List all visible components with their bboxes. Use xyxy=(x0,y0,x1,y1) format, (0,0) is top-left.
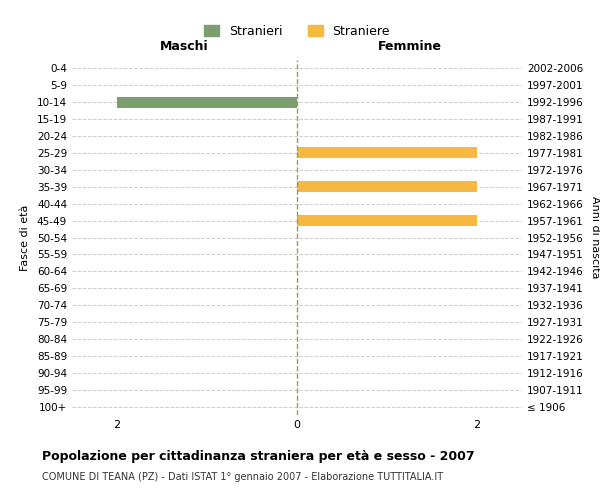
Y-axis label: Anni di nascita: Anni di nascita xyxy=(590,196,600,279)
Bar xyxy=(297,148,477,158)
Text: Popolazione per cittadinanza straniera per età e sesso - 2007: Popolazione per cittadinanza straniera p… xyxy=(42,450,475,463)
Bar xyxy=(297,182,477,192)
Text: Maschi: Maschi xyxy=(160,40,209,53)
Text: COMUNE DI TEANA (PZ) - Dati ISTAT 1° gennaio 2007 - Elaborazione TUTTITALIA.IT: COMUNE DI TEANA (PZ) - Dati ISTAT 1° gen… xyxy=(42,472,443,482)
Legend: Stranieri, Straniere: Stranieri, Straniere xyxy=(199,20,395,43)
Bar xyxy=(297,215,477,226)
Bar xyxy=(117,97,297,108)
Y-axis label: Fasce di età: Fasce di età xyxy=(20,204,30,270)
Text: Femmine: Femmine xyxy=(377,40,442,53)
